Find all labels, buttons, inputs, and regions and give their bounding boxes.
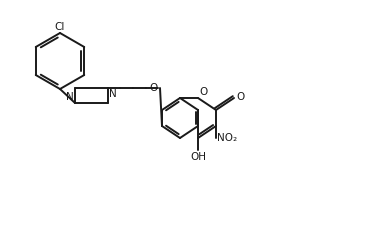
Text: OH: OH [190,152,206,162]
Text: O: O [150,83,158,93]
Text: Cl: Cl [55,21,65,31]
Text: N: N [66,92,74,102]
Text: NO₂: NO₂ [217,133,238,143]
Text: O: O [236,92,244,102]
Text: N: N [109,89,117,99]
Text: O: O [199,87,207,97]
